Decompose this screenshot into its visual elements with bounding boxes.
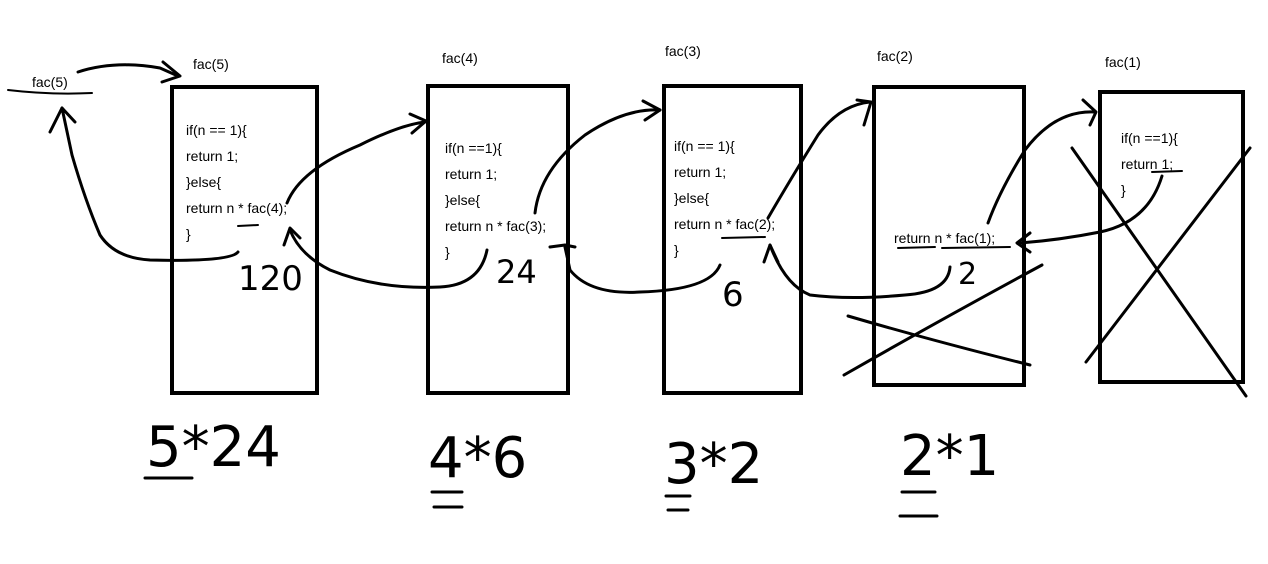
return-arrow: [288, 228, 489, 289]
frame-box-fac4: [426, 84, 570, 395]
product-5x24: 5*24: [146, 415, 281, 480]
cross-out-mark: [842, 263, 1044, 377]
return-value-6: 6: [722, 275, 744, 315]
code-line: }else{: [186, 174, 221, 190]
code-line: }else{: [674, 190, 709, 206]
underline-mark: [897, 246, 1011, 249]
return-value-24: 24: [496, 253, 537, 291]
arrow-head: [1081, 98, 1098, 127]
return-value-2: 2: [958, 257, 977, 292]
caller-label: fac(5): [32, 74, 68, 90]
caller-underline: [7, 89, 93, 95]
arrow-head: [282, 226, 302, 247]
code-line: return 1;: [1121, 156, 1173, 172]
underline-mark: [898, 490, 939, 518]
underline-mark: [430, 490, 464, 509]
call-arrow: [76, 63, 180, 78]
underline-mark: [237, 224, 259, 227]
return-arrow: [563, 245, 722, 294]
product-3x2: 3*2: [664, 432, 763, 497]
code-line: return n * fac(1);: [894, 230, 995, 246]
arrow-head: [855, 98, 873, 127]
code-line: return n * fac(4);: [186, 200, 287, 216]
arrow-head: [1015, 231, 1032, 254]
code-line: }else{: [445, 192, 480, 208]
arrow-head: [48, 106, 77, 134]
product-2x1: 2*1: [900, 424, 999, 489]
code-line: }: [445, 244, 450, 260]
product-4x6: 4*6: [428, 426, 527, 491]
cross-out-mark: [1070, 146, 1252, 398]
frame-title-fac5: fac(5): [193, 56, 229, 72]
arrow-head: [408, 112, 428, 135]
code-line: if(n == 1){: [674, 138, 735, 154]
return-arrow: [768, 243, 952, 299]
code-line: return 1;: [445, 166, 497, 182]
call-arrow: [986, 110, 1097, 225]
code-line: }: [1121, 182, 1126, 198]
frame-title-fac4: fac(4): [442, 50, 478, 66]
frame-title-fac2: fac(2): [877, 48, 913, 64]
frame-box-fac5: [170, 85, 319, 395]
underline-mark: [1151, 170, 1183, 173]
code-line: if(n == 1){: [186, 122, 247, 138]
arrow-head: [762, 243, 780, 264]
frame-box-fac1: [1098, 90, 1245, 384]
return-value-120: 120: [238, 259, 303, 299]
arrow-head: [160, 60, 182, 84]
code-line: }: [186, 226, 191, 242]
call-arrow: [285, 120, 427, 205]
frame-box-fac3: [662, 84, 803, 395]
underline-mark: [664, 494, 692, 512]
return-arrow: [1018, 174, 1164, 245]
code-line: return 1;: [674, 164, 726, 180]
arrow-head: [548, 243, 577, 249]
arrow-head: [641, 99, 662, 122]
underline-mark: [721, 236, 766, 239]
code-line: }: [674, 242, 679, 258]
code-line: return n * fac(3);: [445, 218, 546, 234]
call-arrow: [533, 108, 662, 215]
return-arrow: [60, 106, 240, 262]
code-line: if(n ==1){: [1121, 130, 1178, 146]
code-line: return 1;: [186, 148, 238, 164]
code-line: return n * fac(2);: [674, 216, 775, 232]
call-arrow: [766, 100, 872, 220]
code-line: if(n ==1){: [445, 140, 502, 156]
frame-title-fac1: fac(1): [1105, 54, 1141, 70]
frame-title-fac3: fac(3): [665, 43, 701, 59]
